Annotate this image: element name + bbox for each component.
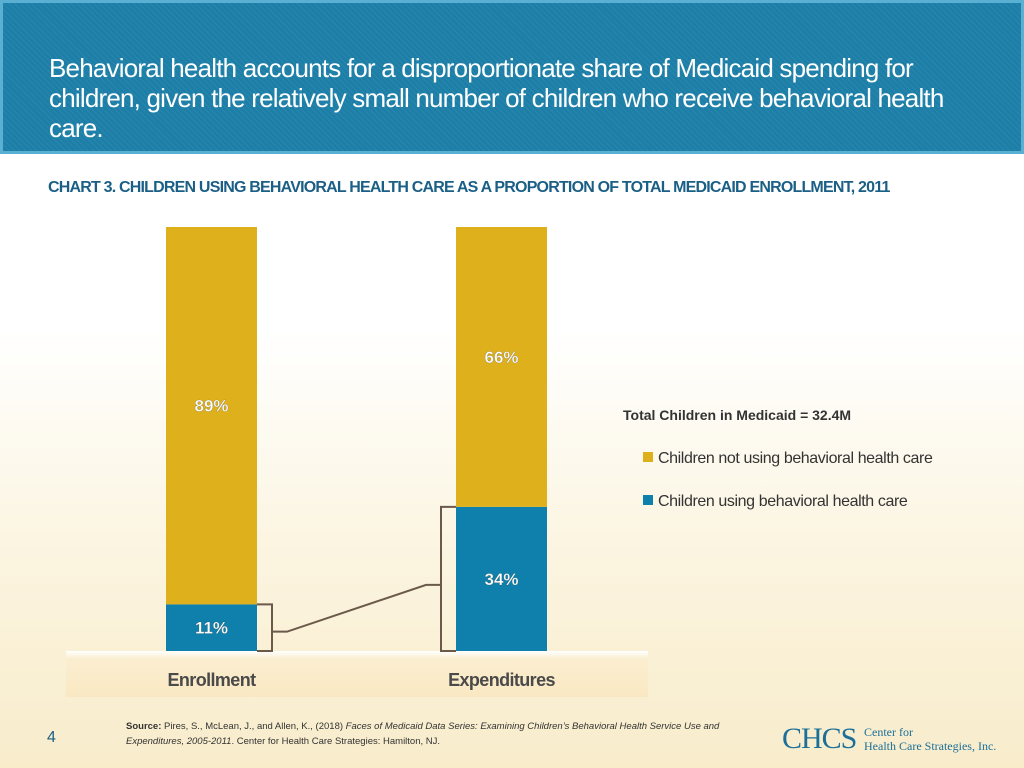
- bar-expenditures-using: [456, 506, 547, 651]
- bracket-expenditures-using: [440, 505, 456, 652]
- source-label: Source:: [126, 721, 162, 732]
- legend-swatch-not-using: [643, 452, 653, 462]
- source-authors: Pires, S., McLean, J., and Allen, K., (2…: [164, 721, 344, 732]
- source-title: Faces of Medicaid Data Series: Examining…: [126, 721, 720, 747]
- x-tick-label-enrollment: Enrollment: [167, 670, 256, 690]
- legend-label-not-using: Children not using behavioral health car…: [658, 450, 933, 467]
- legend-total-label: Total Children in Medicaid = 32.4M: [623, 407, 852, 423]
- header-banner: Behavioral health accounts for a disprop…: [0, 0, 1024, 154]
- data-label-expenditures-not-using: 66%: [484, 348, 518, 367]
- bar-enrollment-using: [166, 604, 257, 651]
- chart-title: CHART 3. CHILDREN USING BEHAVIORAL HEALT…: [48, 179, 890, 196]
- logo-subtitle-line2: Health Care Strategies, Inc.: [864, 739, 997, 753]
- logo-subtitle-line1: Center for: [864, 725, 913, 739]
- x-tick-label-expenditures: Expenditures: [448, 670, 555, 690]
- slide-title: Behavioral health accounts for a disprop…: [49, 53, 944, 143]
- legend-swatch-using: [643, 495, 653, 505]
- bar-enrollment-not-using: [166, 227, 257, 605]
- legend-item-not-using: Children not using behavioral health car…: [643, 450, 933, 468]
- logo-subtitle: Center for Health Care Strategies, Inc.: [864, 725, 996, 753]
- bracket-connector-line: [272, 583, 441, 633]
- data-label-enrollment-using: 11%: [195, 619, 228, 638]
- chcs-logo: CHCS Center for Health Care Strategies, …: [782, 722, 1002, 756]
- page-number: 4: [47, 729, 56, 746]
- source-publisher: . Center for Health Care Strategies: Ham…: [231, 736, 441, 747]
- data-label-expenditures-using: 34%: [484, 570, 518, 589]
- source-citation: Source: Pires, S., McLean, J., and Allen…: [126, 719, 756, 749]
- legend-label-using: Children using behavioral health care: [658, 493, 908, 510]
- bar-expenditures-not-using: [456, 227, 547, 507]
- logo-wordmark: CHCS: [782, 722, 857, 755]
- bracket-enrollment-using: [257, 603, 273, 652]
- chart-baseline-band: [66, 651, 648, 697]
- legend-item-using: Children using behavioral health care: [643, 493, 908, 511]
- data-label-enrollment-not-using: 89%: [194, 397, 228, 416]
